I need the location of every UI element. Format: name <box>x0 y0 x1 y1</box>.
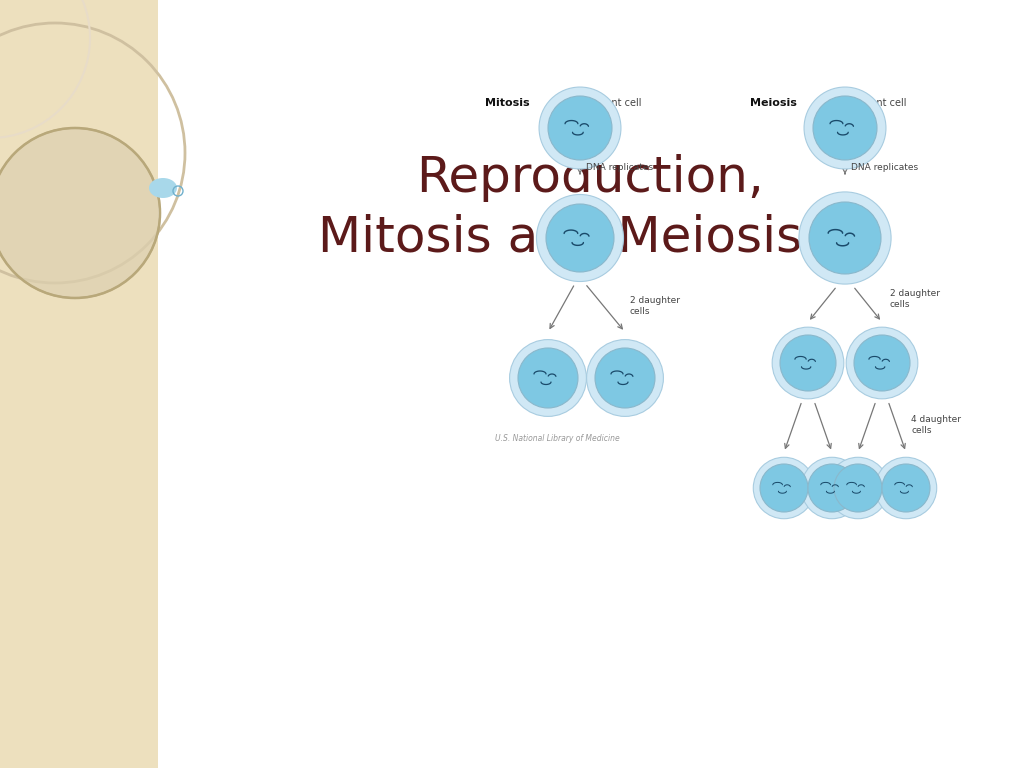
Text: 2 daughter
cells: 2 daughter cells <box>630 296 680 316</box>
Text: Parent cell: Parent cell <box>590 98 641 108</box>
Circle shape <box>808 464 856 512</box>
Circle shape <box>587 339 664 416</box>
Circle shape <box>780 335 836 391</box>
Text: DNA replicates: DNA replicates <box>851 164 919 173</box>
Circle shape <box>809 202 881 274</box>
Text: DNA replicates: DNA replicates <box>586 164 653 173</box>
Circle shape <box>813 96 877 160</box>
Circle shape <box>804 87 886 169</box>
Text: U.S. National Library of Medicine: U.S. National Library of Medicine <box>495 434 620 443</box>
Text: Reproduction,: Reproduction, <box>416 154 764 202</box>
Bar <box>0 0 158 768</box>
Circle shape <box>546 204 614 272</box>
Circle shape <box>0 128 160 298</box>
Circle shape <box>510 339 587 416</box>
Text: 4 daughter
cells: 4 daughter cells <box>911 415 961 435</box>
Text: Mitosis and Meiosis: Mitosis and Meiosis <box>317 214 802 262</box>
Circle shape <box>518 348 578 408</box>
Circle shape <box>772 327 844 399</box>
Circle shape <box>799 192 891 284</box>
Circle shape <box>846 327 918 399</box>
Text: Parent cell: Parent cell <box>855 98 906 108</box>
Text: 2 daughter
cells: 2 daughter cells <box>890 290 940 309</box>
Ellipse shape <box>150 178 177 198</box>
Circle shape <box>760 464 808 512</box>
Circle shape <box>754 457 815 518</box>
Circle shape <box>537 194 624 282</box>
Text: Meiosis: Meiosis <box>750 98 797 108</box>
Circle shape <box>827 457 889 518</box>
Circle shape <box>834 464 882 512</box>
Circle shape <box>801 457 863 518</box>
Text: Mitosis: Mitosis <box>485 98 529 108</box>
Circle shape <box>854 335 910 391</box>
Circle shape <box>876 457 937 518</box>
Circle shape <box>595 348 655 408</box>
Circle shape <box>539 87 621 169</box>
Circle shape <box>548 96 612 160</box>
Circle shape <box>882 464 930 512</box>
